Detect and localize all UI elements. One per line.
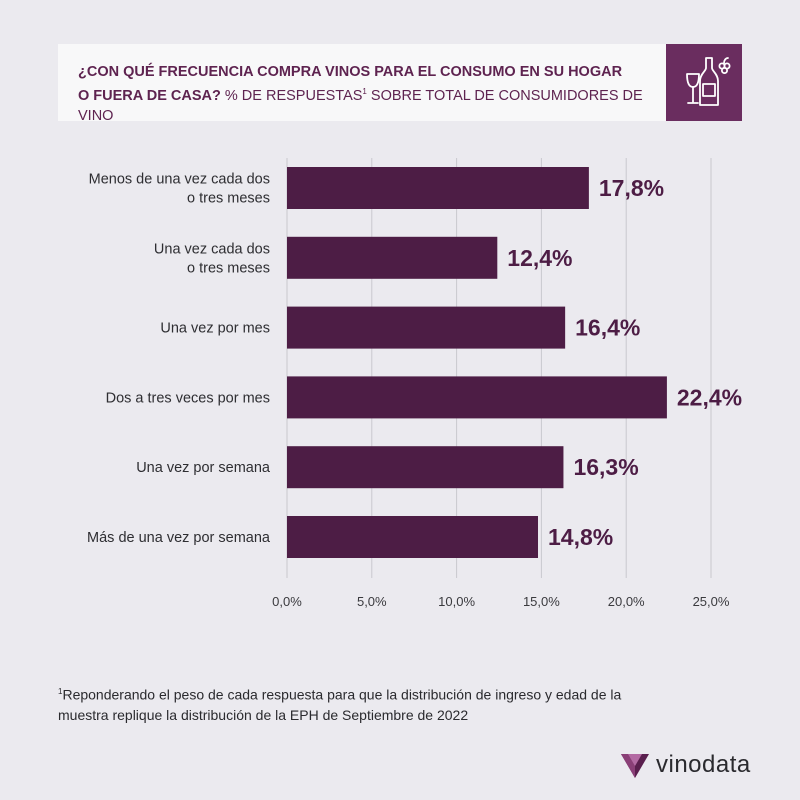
category-label: Una vez por semana [136, 460, 271, 476]
footnote-line-1: Reponderando el peso de cada respuesta p… [62, 686, 622, 703]
category-label: o tres meses [187, 260, 270, 276]
category-label: o tres meses [187, 191, 270, 207]
title-line-2: o fuera de casa? [78, 87, 221, 104]
wine-bottle-glass-grapes-icon [666, 44, 742, 121]
x-tick-label: 0,0% [272, 594, 302, 609]
category-label: Una vez cada dos [154, 241, 270, 257]
vinodata-logo-icon [621, 754, 649, 778]
subtitle-suffix: sobre total de consumidores de vino [78, 87, 643, 124]
chart-title: ¿Con qué frecuencia compra vinos para el… [78, 62, 658, 126]
footnote: 1Reponderando el peso de cada respuesta … [58, 682, 748, 725]
bar [287, 516, 539, 558]
brand-name: vinodata [656, 751, 751, 778]
data-label: 17,8% [599, 175, 664, 201]
data-label: 14,8% [548, 524, 613, 550]
x-tick-label: 5,0% [357, 594, 387, 609]
bar [287, 236, 498, 279]
x-tick-label: 15,0% [523, 594, 560, 609]
x-tick-label: 10,0% [438, 594, 475, 609]
bar [287, 306, 566, 349]
subtitle-footnote-marker: 1 [362, 87, 367, 96]
category-label: Una vez por mes [160, 321, 270, 337]
bar [287, 446, 564, 489]
data-label: 16,4% [575, 315, 640, 341]
category-label: Menos de una vez cada dos [89, 172, 270, 188]
category-label: Más de una vez por semana [87, 530, 271, 546]
footnote-line-2: muestra replique la distribución de la E… [58, 706, 469, 723]
title-line-1: ¿Con qué frecuencia compra vinos para el… [78, 64, 623, 80]
bar-chart: 0,0% 5,0% 10,0% 15,0% 20,0% 25,0% 17,8% Menos d… [87, 158, 742, 609]
chart-header: ¿Con qué frecuencia compra vinos para el… [58, 44, 742, 124]
x-tick-label: 20,0% [608, 594, 645, 609]
data-label: 22,4% [677, 384, 742, 410]
chart-subtitle: % de respuestas1 sobre total de consumid… [78, 87, 643, 124]
data-label: 16,3% [573, 454, 638, 480]
data-label: 12,4% [507, 245, 572, 271]
footnote-marker: 1 [58, 687, 63, 696]
bar [287, 376, 667, 419]
brand: vinodata [620, 748, 751, 782]
bar [287, 167, 589, 209]
x-tick-label: 25,0% [693, 594, 730, 609]
subtitle-prefix: % de respuestas [224, 87, 363, 104]
category-label: Dos a tres veces por mes [106, 390, 270, 406]
